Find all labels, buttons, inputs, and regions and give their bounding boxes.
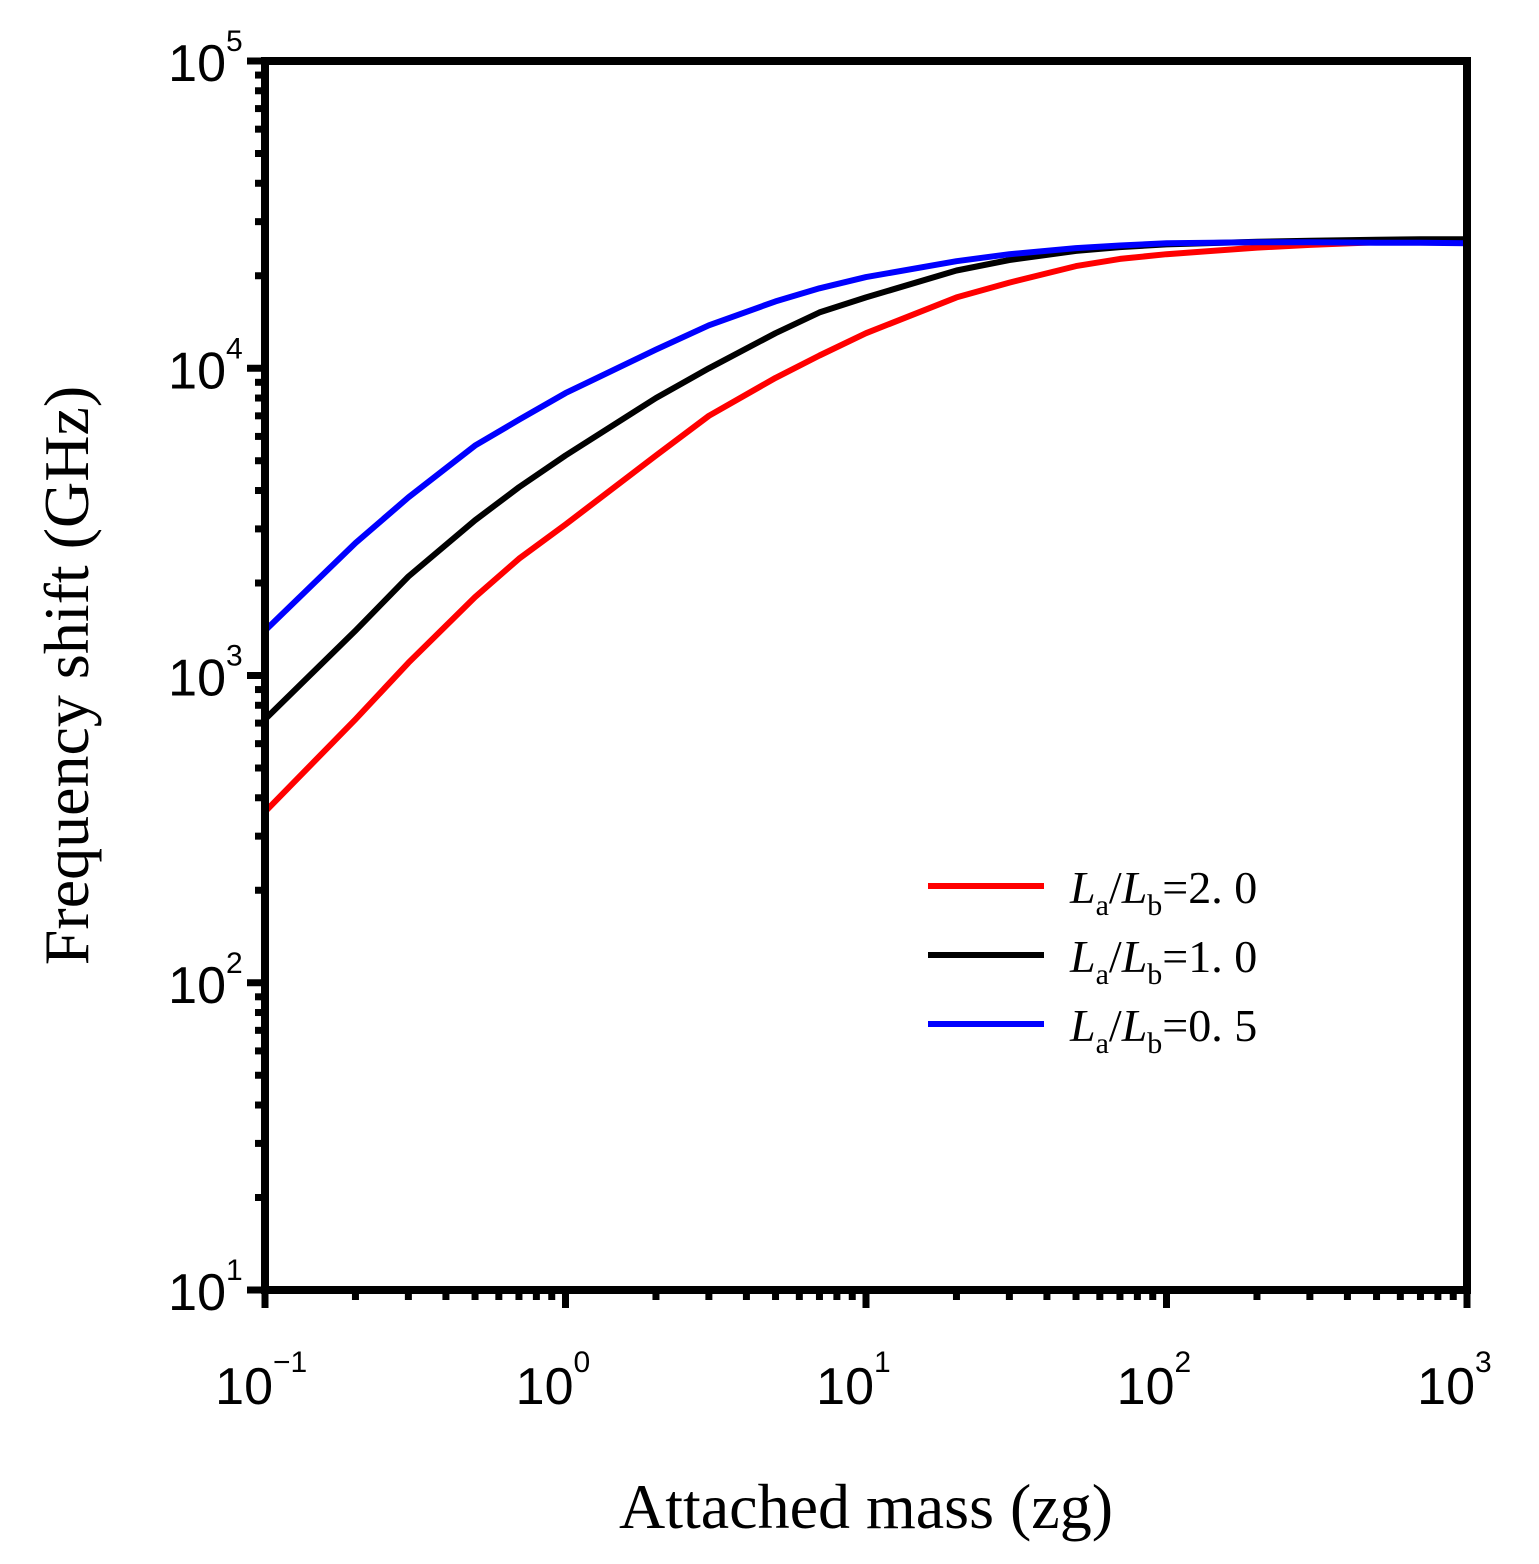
y-tick-exponent: 5 — [226, 25, 243, 58]
y-tick-base: 10 — [168, 35, 226, 93]
x-tick-exponent: −1 — [273, 1346, 307, 1379]
legend-label: La/Lb=2. 0 — [1069, 862, 1257, 922]
x-tick-exponent: 1 — [874, 1346, 891, 1379]
y-tick-base: 10 — [168, 957, 226, 1015]
legend-label: La/Lb=1. 0 — [1069, 931, 1257, 991]
x-tick-exponent: 0 — [574, 1346, 591, 1379]
legend-label: La/Lb=0. 5 — [1069, 1000, 1257, 1060]
x-axis-title: Attached mass (zg) — [619, 1471, 1113, 1542]
legend-item-1: La/Lb=2. 0 — [928, 862, 1257, 922]
x-tick-base: 10 — [1117, 1358, 1175, 1416]
series-layer — [262, 236, 1470, 815]
y-tick-label: 10 1 — [168, 1254, 243, 1322]
series-line-1 — [262, 237, 1470, 815]
x-tick-base: 10 — [516, 1358, 574, 1416]
y-tick-label: 10 3 — [168, 640, 243, 708]
x-tick-base: 10 — [816, 1358, 874, 1416]
y-tick-label: 10 5 — [168, 25, 243, 93]
series-line-2 — [262, 236, 1470, 723]
y-tick-base: 10 — [168, 342, 226, 400]
x-tick-label: 10 0 — [516, 1346, 591, 1416]
y-tick-exponent: 3 — [226, 640, 243, 673]
y-tick-base: 10 — [168, 650, 226, 708]
y-tick-exponent: 4 — [226, 332, 243, 365]
x-tick-label: 10 2 — [1117, 1346, 1192, 1416]
y-tick-base: 10 — [168, 1264, 226, 1322]
tick-labels-layer: 10 −1 10 0 10 1 10 2 10 310 110 210 310 410 5 — [168, 25, 1492, 1416]
y-tick-exponent: 1 — [226, 1254, 243, 1287]
x-tick-label: 10 3 — [1417, 1346, 1492, 1416]
y-tick-exponent: 2 — [226, 947, 243, 980]
legend-item-3: La/Lb=0. 5 — [928, 1000, 1257, 1060]
x-tick-exponent: 3 — [1475, 1346, 1492, 1379]
x-tick-label: 10 1 — [816, 1346, 891, 1416]
plot-frame — [261, 57, 1471, 1294]
x-tick-base: 10 — [215, 1358, 273, 1416]
y-axis-title: Frequency shift (GHz) — [31, 386, 102, 965]
series-line-3 — [262, 239, 1470, 634]
legend: La/Lb=2. 0 La/Lb=1. 0 La/Lb=0. 5 — [928, 862, 1257, 1060]
x-tick-base: 10 — [1417, 1358, 1475, 1416]
x-tick-label: 10 −1 — [215, 1346, 307, 1416]
y-tick-label: 10 4 — [168, 332, 243, 400]
x-tick-exponent: 2 — [1175, 1346, 1192, 1379]
legend-item-2: La/Lb=1. 0 — [928, 931, 1257, 991]
y-tick-label: 10 2 — [168, 947, 243, 1015]
